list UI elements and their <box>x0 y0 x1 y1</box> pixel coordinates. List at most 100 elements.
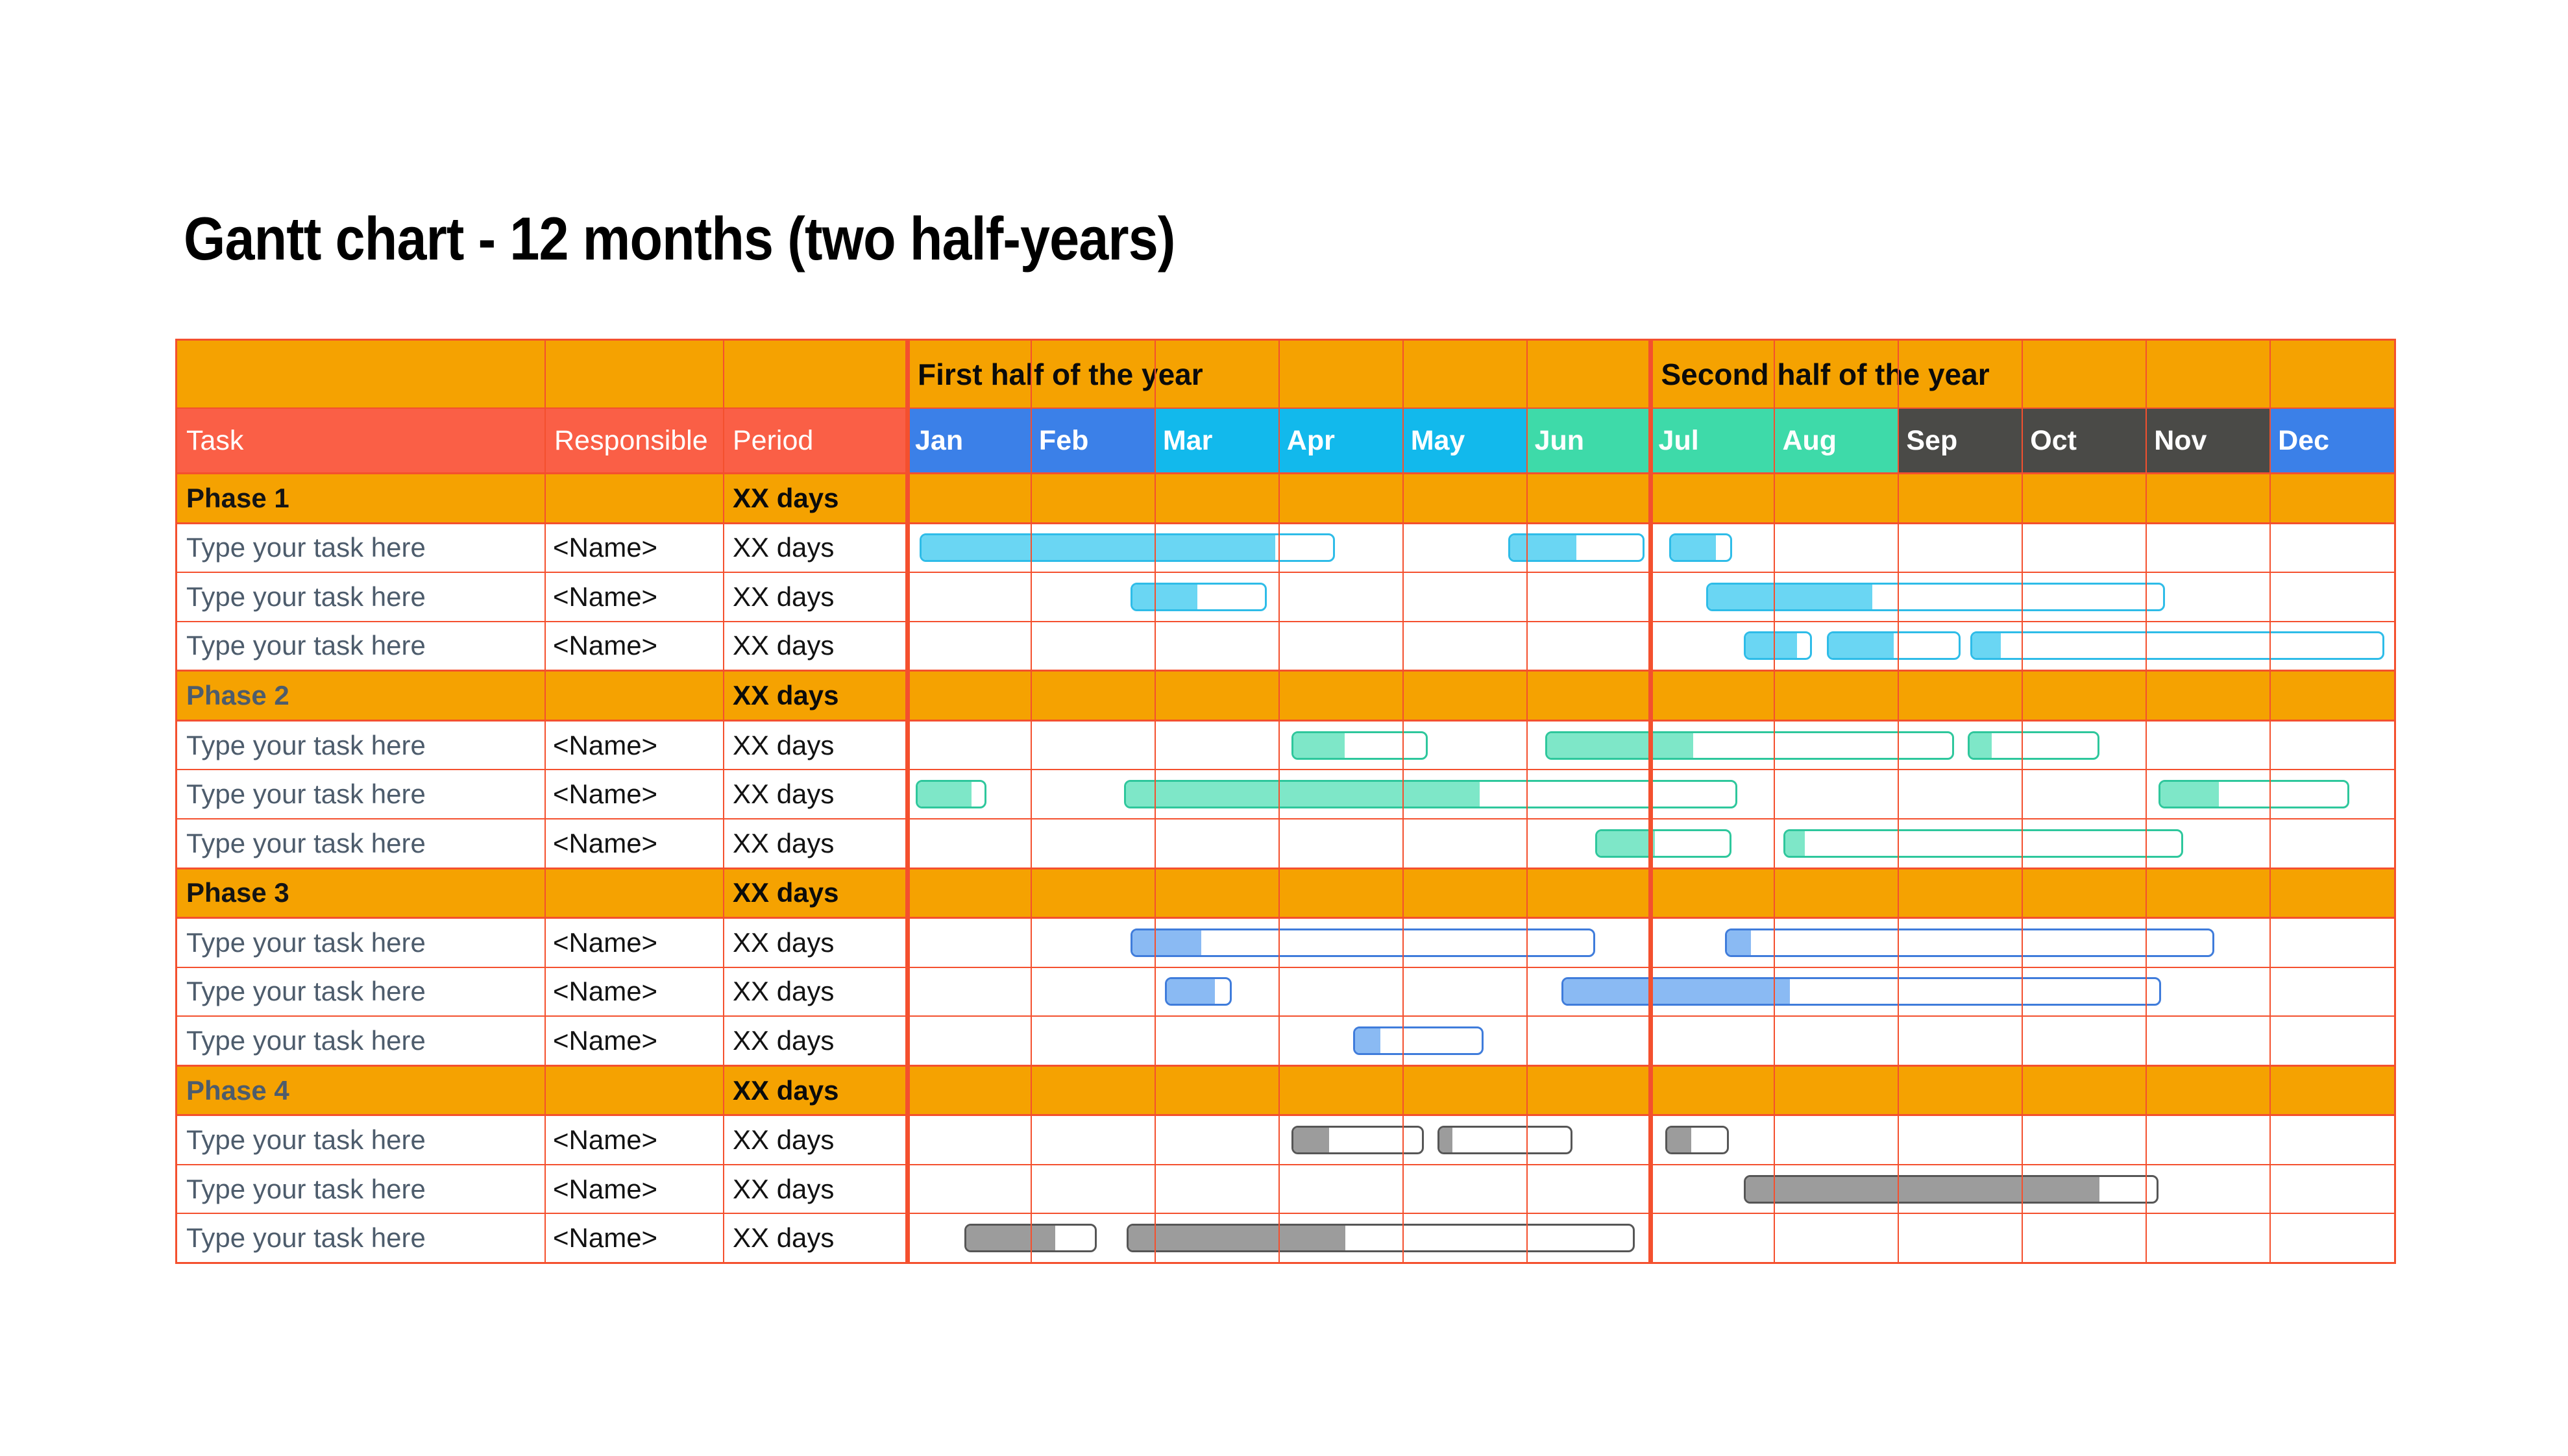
phase-label-cell[interactable]: Phase 2 <box>186 680 289 711</box>
task-row: Type your task here <Name> XX days <box>177 966 2394 1016</box>
responsible-cell[interactable]: <Name> <box>553 1222 658 1254</box>
gantt-bar[interactable] <box>1970 631 2384 661</box>
task-name-cell[interactable]: Type your task here <box>186 1222 426 1254</box>
gantt-bar[interactable] <box>1353 1026 1484 1055</box>
gantt-bar[interactable] <box>1725 928 2215 957</box>
gantt-bar[interactable] <box>1968 731 2099 760</box>
gantt-bar[interactable] <box>1291 731 1428 760</box>
gantt-bar-progress <box>966 1226 1055 1251</box>
period-cell[interactable]: XX days <box>733 976 835 1007</box>
gantt-bar[interactable] <box>1291 1126 1425 1155</box>
task-row: Type your task here <Name> XX days <box>177 919 2394 967</box>
phase-label-cell[interactable]: Phase 1 <box>186 482 289 513</box>
gantt-bar[interactable] <box>1561 977 2162 1006</box>
responsible-cell[interactable]: <Name> <box>553 1124 658 1156</box>
period-cell[interactable]: XX days <box>733 927 835 958</box>
task-name-cell[interactable]: Type your task here <box>186 827 426 858</box>
month-header-oct: Oct <box>2022 409 2147 472</box>
responsible-cell[interactable] <box>545 869 724 917</box>
task-row: Type your task here <Name> XX days <box>177 769 2394 818</box>
gantt-bar[interactable] <box>1743 631 1812 661</box>
period-cell[interactable]: XX days <box>733 1025 835 1056</box>
task-name-cell[interactable]: Type your task here <box>186 927 426 958</box>
task-name-cell[interactable]: Type your task here <box>186 532 426 563</box>
gantt-bar[interactable] <box>964 1224 1097 1253</box>
responsible-cell[interactable]: <Name> <box>553 1173 658 1204</box>
gantt-bar-progress <box>2160 782 2219 807</box>
period-cell[interactable]: XX days <box>733 827 835 858</box>
period-cell[interactable]: XX days <box>733 729 835 760</box>
responsible-cell[interactable]: <Name> <box>553 779 658 810</box>
gantt-bar-progress <box>1671 535 1716 561</box>
task-name-cell[interactable]: Type your task here <box>186 779 426 810</box>
gantt-bar-progress <box>918 782 972 807</box>
gantt-bar[interactable] <box>1130 928 1595 957</box>
responsible-cell[interactable]: <Name> <box>553 729 658 760</box>
responsible-cell[interactable] <box>545 474 724 522</box>
period-cell[interactable]: XX days <box>733 581 835 612</box>
gantt-bar[interactable] <box>1437 1126 1573 1155</box>
gantt-body: Phase 1 XX days Type your task here <Name> X… <box>177 474 2394 1262</box>
task-name-cell[interactable]: Type your task here <box>186 630 426 661</box>
task-row: Type your task here <Name> XX days <box>177 1213 2394 1262</box>
timeline-cell <box>907 770 2394 818</box>
task-name-cell[interactable]: Type your task here <box>186 1173 426 1204</box>
page-title: Gantt chart - 12 months (two half-years) <box>184 204 1175 274</box>
task-name-cell[interactable]: Type your task here <box>186 1025 426 1056</box>
gantt-bar-progress <box>1439 1128 1453 1153</box>
gantt-bar[interactable] <box>916 780 987 809</box>
phase-label-cell[interactable]: Phase 4 <box>186 1074 289 1106</box>
gantt-bar[interactable] <box>1595 829 1731 858</box>
gantt-bar[interactable] <box>2158 780 2350 809</box>
gantt-bar-progress <box>1708 584 1872 609</box>
responsible-cell[interactable] <box>545 1067 724 1115</box>
responsible-cell[interactable]: <Name> <box>553 581 658 612</box>
task-name-cell[interactable]: Type your task here <box>186 581 426 612</box>
responsible-cell[interactable]: <Name> <box>553 630 658 661</box>
responsible-cell[interactable] <box>545 672 724 720</box>
period-cell[interactable]: XX days <box>733 630 835 661</box>
phase-label-cell[interactable]: Phase 3 <box>186 877 289 908</box>
gantt-bar[interactable] <box>1126 1224 1635 1253</box>
period-cell[interactable]: XX days <box>733 1124 835 1156</box>
task-name-cell[interactable]: Type your task here <box>186 729 426 760</box>
task-name-cell[interactable]: Type your task here <box>186 976 426 1007</box>
page-title-main: Gantt chart - 12 months <box>184 204 788 273</box>
responsible-cell[interactable]: <Name> <box>553 976 658 1007</box>
gantt-bar[interactable] <box>920 533 1335 563</box>
task-name-cell[interactable]: Type your task here <box>186 1124 426 1156</box>
period-cell[interactable]: XX days <box>733 482 839 513</box>
gantt-bar[interactable] <box>1545 731 1955 760</box>
gantt-bar-progress <box>1745 633 1797 659</box>
gantt-bar[interactable] <box>1826 631 1961 661</box>
responsible-cell[interactable]: <Name> <box>553 827 658 858</box>
period-cell[interactable]: XX days <box>733 680 839 711</box>
period-cell[interactable]: XX days <box>733 1074 839 1106</box>
gantt-bar[interactable] <box>1783 829 2184 858</box>
period-cell[interactable]: XX days <box>733 1173 835 1204</box>
timeline-cell <box>907 1165 2394 1213</box>
period-cell[interactable]: XX days <box>733 1222 835 1254</box>
phase-row: Phase 1 XX days <box>177 474 2394 524</box>
gantt-bar[interactable] <box>1669 533 1733 563</box>
responsible-cell[interactable]: <Name> <box>553 532 658 563</box>
responsible-cell[interactable]: <Name> <box>553 927 658 958</box>
gantt-bar[interactable] <box>1124 780 1738 809</box>
month-header-jun: Jun <box>1526 409 1651 472</box>
gantt-bar[interactable] <box>1743 1174 2159 1204</box>
gantt-bar[interactable] <box>1130 582 1267 611</box>
gantt-bar[interactable] <box>1165 977 1232 1006</box>
month-header-dec: Dec <box>2270 409 2395 472</box>
timeline-cell <box>907 819 2394 868</box>
period-cell[interactable]: XX days <box>733 779 835 810</box>
gantt-bar-progress <box>1785 831 1805 856</box>
period-cell[interactable]: XX days <box>733 877 839 908</box>
phase-row: Phase 2 XX days <box>177 670 2394 722</box>
gantt-bar[interactable] <box>1508 533 1645 563</box>
task-row: Type your task here <Name> XX days <box>177 620 2394 670</box>
gantt-bar[interactable] <box>1665 1126 1729 1155</box>
timeline-cell <box>907 573 2394 621</box>
gantt-bar[interactable] <box>1706 582 2165 611</box>
period-cell[interactable]: XX days <box>733 532 835 563</box>
responsible-cell[interactable]: <Name> <box>553 1025 658 1056</box>
